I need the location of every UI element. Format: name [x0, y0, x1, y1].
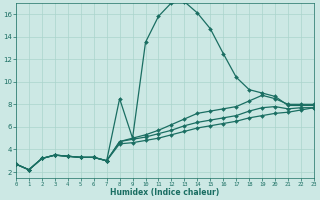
X-axis label: Humidex (Indice chaleur): Humidex (Indice chaleur) [110, 188, 220, 197]
